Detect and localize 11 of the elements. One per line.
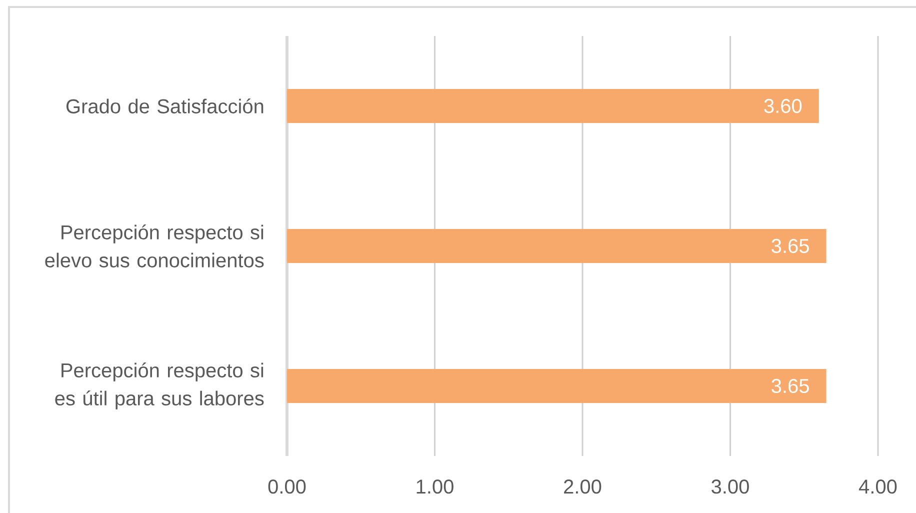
data-label: 3.65 — [772, 378, 809, 394]
y-tick-label: Percepción respecto si es útil para sus labores — [55, 362, 264, 410]
x-tick-label: 2.00 — [564, 480, 602, 494]
data-label: 3.60 — [764, 98, 802, 114]
data-label: 3.65 — [772, 238, 809, 254]
x-tick-label: 3.00 — [712, 480, 749, 494]
y-tick-label: Grado de Satisfacción — [66, 98, 264, 114]
y-tick-label: Percepción respecto si elevo sus conocimientos — [45, 224, 264, 268]
x-tick-label: 0.00 — [268, 480, 306, 494]
x-tick-label: 1.00 — [416, 480, 454, 494]
x-tick-label: 4.00 — [858, 480, 897, 494]
